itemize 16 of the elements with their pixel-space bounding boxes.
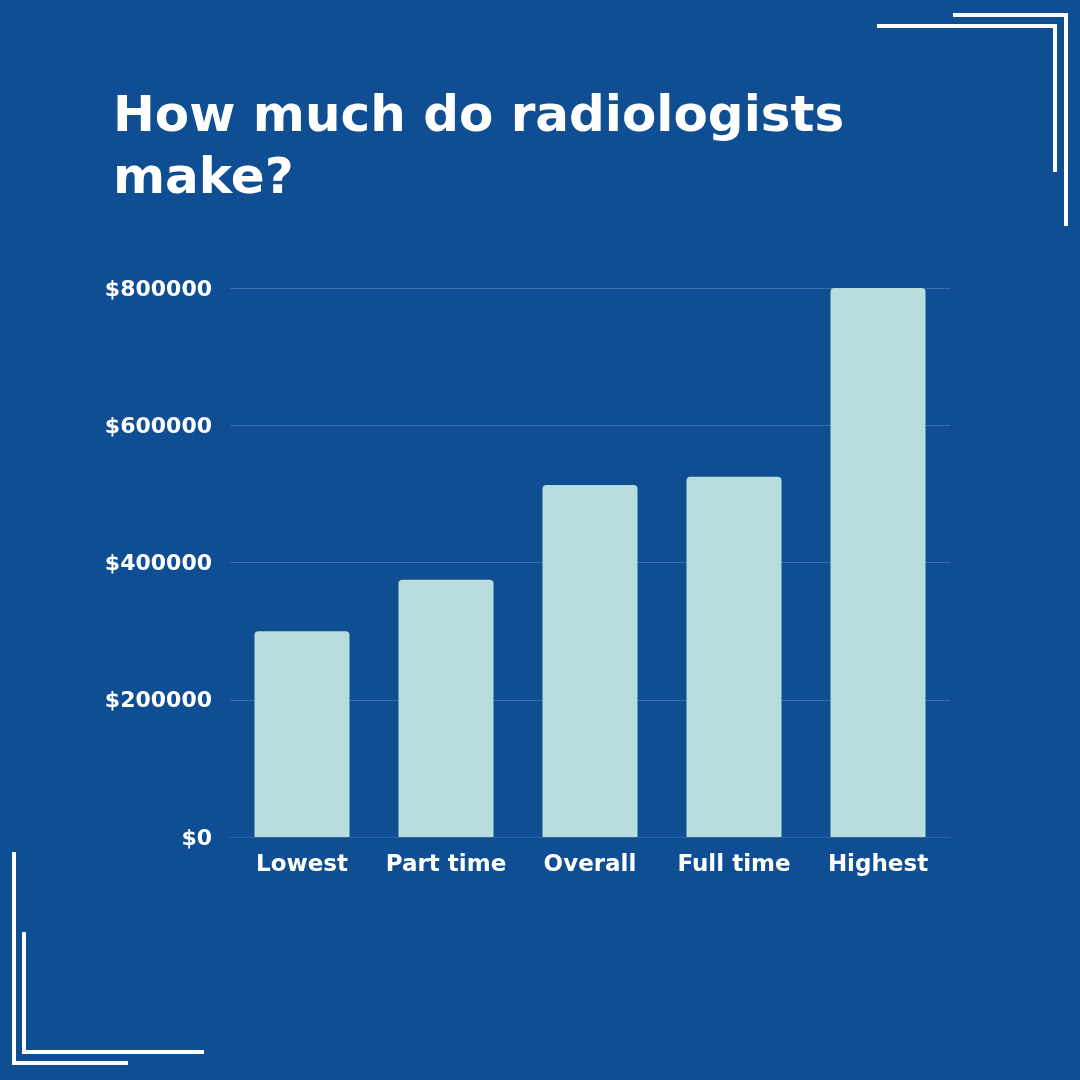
y-tick-label: $200000	[104, 687, 212, 713]
x-tick-label: Lowest	[256, 849, 348, 876]
y-tick-label: $600000	[104, 412, 212, 438]
bar	[686, 476, 782, 837]
y-tick-label: $400000	[104, 550, 212, 575]
bar	[398, 579, 494, 837]
bar	[542, 484, 638, 837]
chart-title: How much do radiologists make?	[113, 85, 862, 205]
x-tick-label: Full time	[677, 849, 791, 876]
x-tick-label: Part time	[385, 849, 507, 876]
bar	[254, 631, 350, 837]
bar	[830, 288, 926, 837]
y-tick-label: $800000	[104, 275, 212, 301]
x-tick-label: Highest	[827, 849, 929, 876]
y-tick-label: $0	[181, 824, 212, 850]
x-tick-label: Overall	[543, 849, 637, 876]
